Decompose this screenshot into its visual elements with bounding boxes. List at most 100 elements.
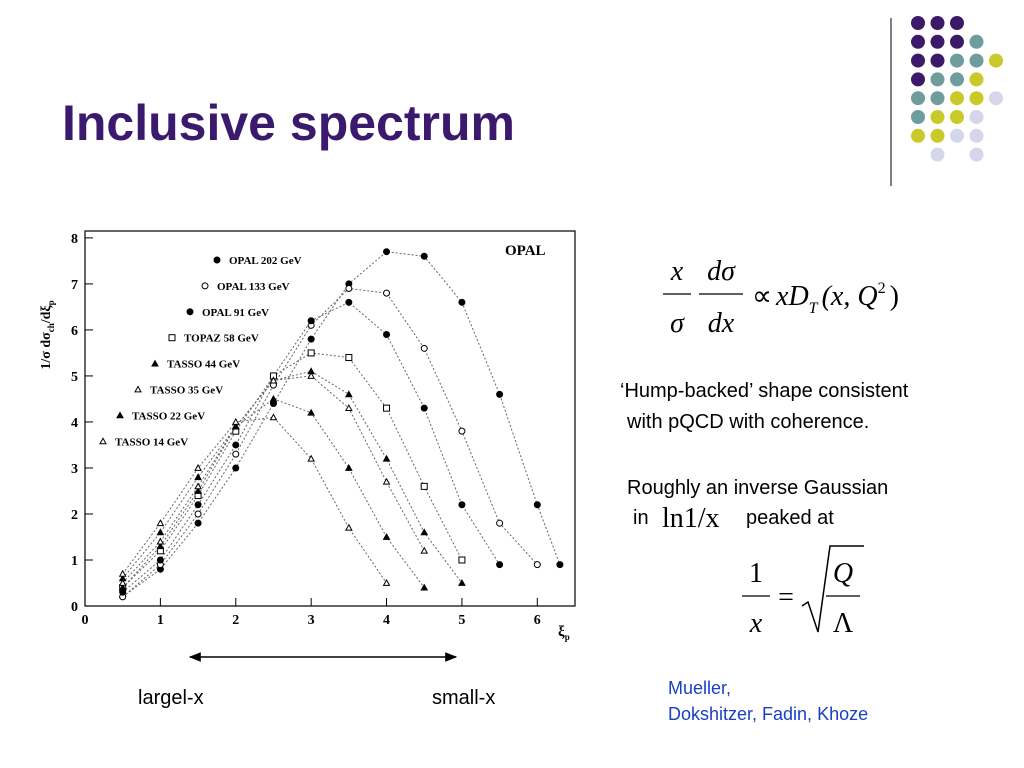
data-point	[269, 394, 278, 402]
note-math: ln1/x	[662, 503, 720, 534]
dot	[911, 16, 925, 30]
data-point	[420, 528, 429, 536]
data-point	[307, 371, 316, 379]
data-point	[383, 404, 391, 412]
legend-label: TASSO 14 GeV	[115, 436, 188, 448]
reference: Dokshitzer, Fadin, Khoze	[668, 704, 868, 724]
x-tick-label: 6	[534, 613, 541, 628]
data-point	[345, 354, 353, 362]
data-point	[307, 408, 316, 416]
data-point	[118, 569, 127, 577]
dot	[930, 34, 945, 49]
dot	[911, 72, 925, 87]
dot	[911, 128, 925, 143]
data-point	[307, 335, 315, 343]
slide-title: Inclusive spectrum	[62, 95, 515, 151]
y-axis-label: 1/σ dσch/dξp	[39, 300, 56, 369]
plot-label: OPAL	[505, 243, 546, 259]
legend-label: TASSO 35 GeV	[150, 385, 223, 397]
dot	[911, 34, 925, 49]
y-label-part: p	[46, 300, 56, 305]
data-point	[382, 578, 391, 586]
sqrt-sign	[801, 545, 864, 633]
formula-part: )	[890, 281, 899, 312]
note: in	[633, 507, 649, 529]
dot	[930, 53, 945, 68]
data-point	[232, 450, 240, 458]
y-tick-label: 5	[71, 370, 78, 385]
data-point	[420, 344, 428, 352]
data-point	[458, 578, 466, 586]
data-point	[382, 454, 391, 462]
data-point	[344, 463, 353, 471]
dot	[989, 91, 1003, 106]
data-point	[458, 427, 466, 435]
data-point	[232, 464, 240, 472]
fit-curve	[122, 352, 463, 588]
x-tick-label: 3	[308, 613, 315, 628]
formula-part: T	[809, 300, 819, 317]
x-tick-label: 1	[157, 613, 164, 628]
formula-part: dσ	[707, 256, 736, 287]
data-point	[420, 404, 428, 412]
data-point	[232, 441, 240, 449]
dot	[969, 110, 984, 124]
x-tick-label: 5	[458, 613, 465, 628]
x-axis-label: ξp	[558, 624, 570, 642]
data-point	[556, 561, 564, 569]
legend-label: OPAL 133 GeV	[217, 281, 290, 293]
data-point	[344, 390, 353, 398]
legend-marker	[116, 411, 124, 419]
dot	[969, 147, 984, 162]
formula-part: Q	[833, 558, 853, 589]
dot	[930, 147, 945, 162]
fit-curve	[122, 416, 387, 584]
data-point	[118, 583, 127, 591]
dot	[950, 53, 964, 68]
y-label-part: ch	[46, 323, 56, 332]
dot	[989, 53, 1003, 68]
legend-label: TOPAZ 58 GeV	[184, 333, 259, 345]
data-point	[194, 463, 202, 471]
note: peaked at	[746, 507, 834, 529]
data-point	[496, 390, 504, 398]
data-point	[156, 542, 165, 550]
data-point	[420, 583, 429, 591]
dot	[950, 91, 964, 106]
data-point	[420, 252, 428, 260]
legend-label: OPAL 202 GeV	[229, 255, 302, 267]
data-point	[194, 501, 202, 509]
y-tick-label: 8	[71, 232, 78, 247]
formula-part: =	[778, 582, 794, 613]
data-point	[496, 519, 504, 527]
data-point	[382, 532, 391, 540]
data-point	[345, 298, 353, 306]
dot	[911, 53, 925, 68]
fit-curve	[122, 398, 425, 588]
data-point	[118, 578, 127, 586]
y-tick-label: 0	[71, 600, 78, 615]
data-point	[269, 413, 278, 421]
dot	[911, 91, 925, 106]
data-point	[382, 477, 391, 485]
y-tick-label: 4	[71, 416, 78, 431]
dot	[969, 72, 984, 87]
dot	[969, 34, 984, 49]
dot	[930, 91, 945, 106]
formula-part: x	[670, 256, 684, 287]
formula-part: σ	[670, 308, 685, 339]
fit-curve	[122, 251, 561, 598]
fit-curve	[122, 370, 463, 588]
data-point	[231, 417, 240, 425]
x-label-part: p	[565, 632, 570, 642]
dot	[911, 110, 925, 124]
y-tick-label: 2	[71, 508, 78, 523]
y-label-part: 1/σ dσ	[39, 332, 54, 370]
dot	[969, 53, 984, 68]
data-point	[307, 349, 315, 357]
dot	[969, 91, 984, 106]
formula-part: 2	[878, 280, 886, 297]
dot	[930, 110, 945, 124]
legend-label: OPAL 91 GeV	[202, 307, 269, 319]
